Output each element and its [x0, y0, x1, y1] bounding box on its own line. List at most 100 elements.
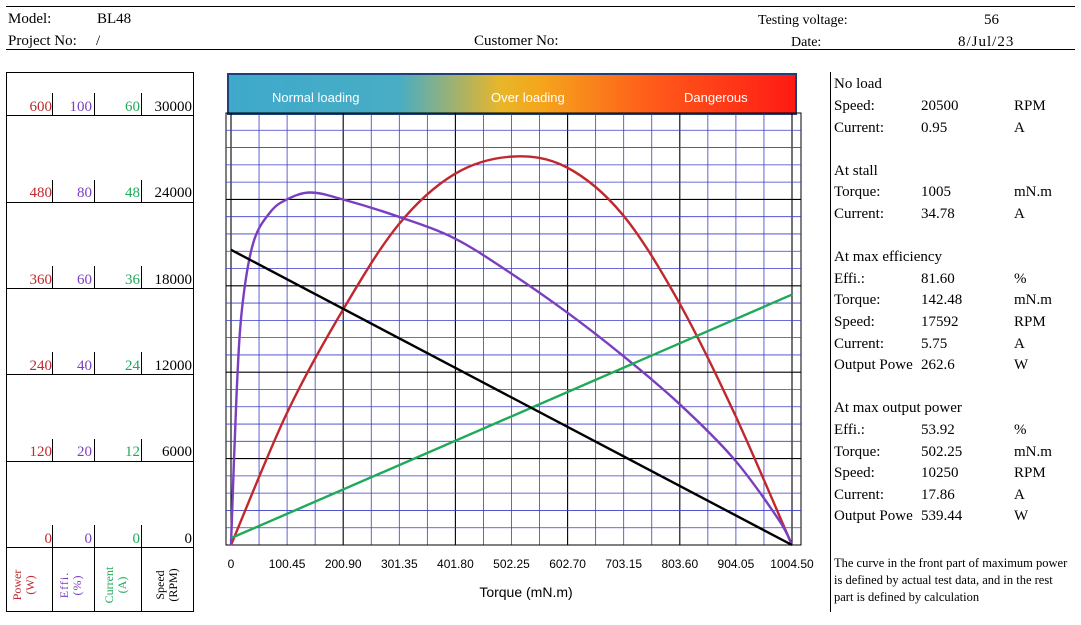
- left-axes-title-divider: [52, 547, 53, 612]
- maxpow-speed-unit: RPM: [1014, 465, 1046, 481]
- maxpow-title: At max output power: [834, 400, 962, 416]
- left-axes-tick-divider: [141, 93, 142, 115]
- current-tick: 12: [125, 444, 140, 460]
- left-axes-tick-divider: [94, 352, 95, 374]
- chart-curves: [229, 155, 794, 547]
- x-tick-label: 904.05: [717, 557, 755, 571]
- stall-torque-unit: mN.m: [1014, 184, 1052, 200]
- current-tick: 60: [125, 99, 140, 115]
- power-tick: 480: [29, 185, 53, 201]
- left-axes-tick-divider: [52, 525, 53, 547]
- noload-current-unit: A: [1014, 120, 1025, 136]
- left-axes-row-rule: [6, 461, 194, 462]
- maxpow-effi-value: 53.92: [921, 422, 955, 438]
- power-tick: 120: [29, 444, 53, 460]
- left-axes-row-rule: [6, 374, 194, 375]
- x-tick-label: 502.25: [493, 557, 530, 571]
- maxpow-power-unit: W: [1014, 508, 1029, 524]
- stall-torque-label: Torque:: [834, 184, 881, 200]
- maxeff-current-unit: A: [1014, 336, 1025, 352]
- model-label: Model:: [8, 11, 52, 27]
- loading-banner: Normal loading Over loading Dangerous: [227, 73, 797, 115]
- maxpow-torque-value: 502.25: [921, 444, 963, 460]
- left-axes-tick-divider: [94, 439, 95, 461]
- x-tick-label: 1004.50: [770, 557, 814, 571]
- series-line-power: [229, 155, 794, 546]
- maxpow-current-value: 17.86: [921, 487, 955, 503]
- x-tick-label: 703.15: [605, 557, 643, 571]
- project-value: /: [96, 33, 101, 49]
- dangerous-label: Dangerous: [684, 90, 748, 105]
- effi-tick: 20: [77, 444, 92, 460]
- voltage-value: 56: [984, 12, 999, 28]
- x-tick-label: 803.60: [661, 557, 699, 571]
- maxpow-power-label: Output Powe: [834, 508, 913, 524]
- effi-tick: 0: [84, 531, 93, 547]
- maxeff-current-label: Current:: [834, 336, 884, 352]
- maxeff-torque-unit: mN.m: [1014, 292, 1052, 308]
- left-axes-tick-divider: [52, 266, 53, 288]
- left-axes-row-rule: [6, 288, 194, 289]
- power-tick: 600: [29, 99, 53, 115]
- x-tick-label: 401.80: [437, 557, 474, 571]
- maxeff-torque-value: 142.48: [921, 292, 963, 308]
- calculation-note: The curve in the front part of maximum p…: [834, 556, 1068, 604]
- noload-title: No load: [834, 76, 882, 92]
- maxeff-current-value: 5.75: [921, 336, 948, 352]
- date-label: Date:: [791, 35, 822, 50]
- left-axes-title-divider: [94, 547, 95, 612]
- stall-current-unit: A: [1014, 206, 1025, 222]
- speed-tick: 0: [184, 531, 193, 547]
- stall-title: At stall: [834, 163, 878, 179]
- series-line-effi: [229, 191, 794, 546]
- maxeff-power-label: Output Powe: [834, 357, 913, 373]
- left-axes-tick-divider: [141, 266, 142, 288]
- maxpow-power-value: 539.44: [921, 508, 963, 524]
- speed-tick: 30000: [154, 99, 193, 115]
- chart-grid: [225, 112, 802, 546]
- maxeff-speed-label: Speed:: [834, 314, 875, 330]
- maxeff-speed-value: 17592: [921, 314, 959, 330]
- maxpow-effi-unit: %: [1014, 422, 1027, 438]
- normal-loading-label: Normal loading: [272, 90, 360, 105]
- customer-label: Customer No:: [474, 33, 559, 49]
- left-axes-title-divider: [141, 547, 142, 612]
- effi-tick: 40: [77, 358, 92, 374]
- x-tick-label: 200.90: [324, 557, 362, 571]
- left-axes-tick-divider: [141, 352, 142, 374]
- summary-left-border: [830, 72, 831, 612]
- stall-current-label: Current:: [834, 206, 884, 222]
- over-loading-label: Over loading: [491, 90, 565, 105]
- power-tick: 240: [29, 358, 53, 374]
- maxpow-current-label: Current:: [834, 487, 884, 503]
- maxpow-effi-label: Effi.:: [834, 422, 865, 438]
- effi-tick: 80: [77, 185, 92, 201]
- voltage-label: Testing voltage:: [758, 13, 848, 28]
- left-axes-tick-divider: [52, 352, 53, 374]
- header-bottom-rule: [6, 49, 1075, 50]
- current-tick: 36: [125, 272, 140, 288]
- x-tick-label: 301.35: [380, 557, 418, 571]
- current-tick: 0: [132, 531, 141, 547]
- x-tick-label: 0: [227, 557, 235, 571]
- left-axes-tick-divider: [94, 180, 95, 202]
- maxpow-speed-value: 10250: [921, 465, 959, 481]
- stall-current-value: 34.78: [921, 206, 955, 222]
- noload-speed-label: Speed:: [834, 98, 875, 114]
- left-axes-tick-divider: [52, 93, 53, 115]
- maxeff-effi-value: 81.60: [921, 271, 955, 287]
- maxeff-power-unit: W: [1014, 357, 1029, 373]
- noload-current-label: Current:: [834, 120, 884, 136]
- speed-tick: 12000: [154, 358, 193, 374]
- left-axes-tick-divider: [94, 266, 95, 288]
- left-axes-tick-divider: [94, 93, 95, 115]
- x-tick-label: 100.45: [268, 557, 306, 571]
- stall-torque-value: 1005: [921, 184, 951, 200]
- maxeff-power-value: 262.6: [921, 357, 955, 373]
- left-axes-tick-divider: [52, 180, 53, 202]
- maxpow-torque-unit: mN.m: [1014, 444, 1052, 460]
- left-axes-tick-divider: [52, 439, 53, 461]
- effi-tick: 100: [69, 99, 93, 115]
- speed-tick: 6000: [162, 444, 192, 460]
